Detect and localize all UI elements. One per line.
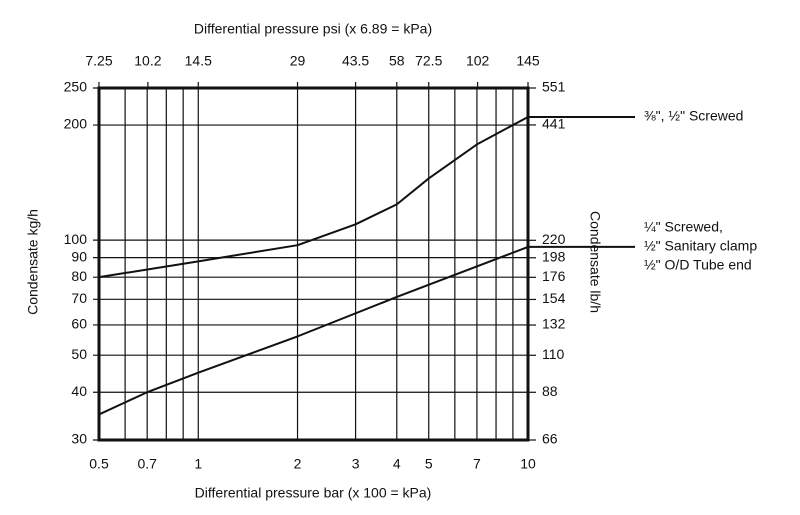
x-tick-label: 4 [393, 456, 401, 472]
series-label: ⅜", ½" Screwed [644, 108, 743, 124]
x-tick-label: 1 [194, 456, 202, 472]
series-line [98, 116, 529, 279]
y2-tick-label: 198 [542, 248, 566, 264]
x-tick-label: 0.7 [137, 456, 157, 472]
y-tick-label: 60 [71, 316, 87, 332]
x2-tick-label: 29 [290, 53, 306, 69]
x2-tick-label: 14.5 [185, 53, 212, 69]
y-tick-label: 90 [71, 248, 87, 264]
y-tick-label: 100 [64, 231, 88, 247]
x2-axis-title: Differential pressure psi (x 6.89 = kPa) [194, 21, 432, 37]
x2-tick-label: 10.2 [134, 53, 161, 69]
y-tick-label: 250 [64, 79, 88, 95]
y2-tick-label: 154 [542, 290, 566, 306]
x-axis-title: Differential pressure bar (x 100 = kPa) [195, 485, 432, 501]
y2-tick-label: 132 [542, 316, 566, 332]
x2-tick-label: 145 [516, 53, 540, 69]
series-label: ½" O/D Tube end [644, 257, 752, 273]
y2-tick-label: 66 [542, 431, 558, 447]
y-tick-label: 50 [71, 346, 87, 362]
x2-tick-label: 58 [389, 53, 405, 69]
x-tick-label: 5 [425, 456, 433, 472]
x2-tick-label: 43.5 [342, 53, 369, 69]
y2-tick-label: 220 [542, 231, 566, 247]
x2-tick-label: 72.5 [415, 53, 442, 69]
y-axis-title: Condensate kg/h [25, 209, 41, 315]
y2-axis-title: Condensate lb/h [587, 211, 603, 313]
series-line [98, 245, 529, 416]
y-tick-label: 200 [64, 116, 88, 132]
y-tick-label: 70 [71, 290, 87, 306]
y2-tick-label: 441 [542, 116, 566, 132]
x-tick-label: 0.5 [89, 456, 109, 472]
y2-tick-label: 110 [542, 346, 565, 362]
x2-tick-label: 7.25 [85, 53, 112, 69]
x-tick-label: 10 [520, 456, 536, 472]
y2-tick-label: 176 [542, 268, 566, 284]
y-tick-label: 30 [71, 431, 87, 447]
series-label: ½" Sanitary clamp [644, 238, 757, 254]
x-tick-label: 3 [352, 456, 360, 472]
plot-frame [97, 86, 530, 442]
x2-tick-label: 102 [466, 53, 490, 69]
series-label: ¼" Screwed, [644, 219, 723, 235]
x-tick-label: 7 [473, 456, 481, 472]
x-tick-label: 2 [294, 456, 302, 472]
y2-tick-label: 551 [542, 79, 566, 95]
y-tick-label: 40 [71, 383, 87, 399]
y2-tick-label: 88 [542, 383, 558, 399]
y-tick-label: 80 [71, 268, 87, 284]
